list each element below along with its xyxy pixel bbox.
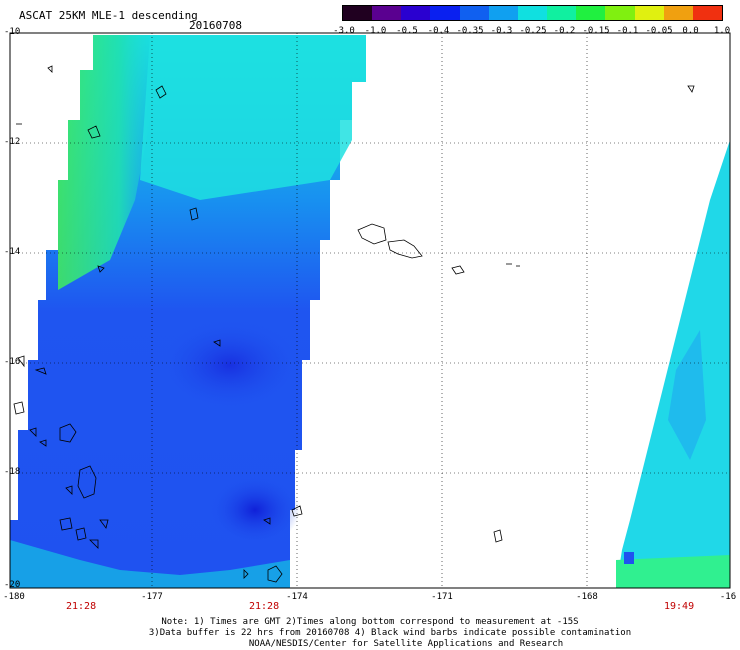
- coastlines: [13, 65, 695, 583]
- colorbar-segment: [430, 6, 460, 20]
- x-tick-label: -180: [3, 592, 25, 602]
- colorbar-tick-label: -0.4: [427, 26, 450, 36]
- colorbar-segment: [372, 6, 402, 20]
- colorbar-tick-label: -1.0: [364, 26, 387, 36]
- product-title: ASCAT 25KM MLE-1 descending: [19, 9, 198, 22]
- colorbar-tick-label: -0.1: [616, 26, 639, 36]
- colorbar-segment: [634, 6, 664, 20]
- time-label: 21:28: [249, 601, 280, 612]
- x-tick-label: -177: [141, 592, 163, 602]
- y-tick-label: -20: [4, 580, 21, 590]
- y-tick-label: -16: [4, 357, 21, 367]
- y-tick-label: -14: [4, 247, 21, 257]
- y-tick-label: -12: [4, 137, 21, 147]
- colorbar-tick-label: -0.3: [490, 26, 513, 36]
- right-swath: [616, 140, 730, 588]
- x-tick-label: -16: [719, 592, 737, 602]
- colorbar-segment: [692, 6, 723, 20]
- note-line-2: 3)Data buffer is 22 hrs from 20160708 4)…: [148, 628, 632, 638]
- colorbar-tick-label: -0.15: [582, 26, 610, 36]
- x-tick-label: -168: [576, 592, 598, 602]
- x-tick-label: -174: [286, 592, 308, 602]
- colorbar-segment: [547, 6, 577, 20]
- colorbar-tick-label: -0.05: [645, 26, 673, 36]
- y-tick-label: -18: [4, 467, 21, 477]
- left-swath: [10, 35, 366, 588]
- colorbar-segment: [343, 6, 373, 20]
- colorbar-segment: [488, 6, 518, 20]
- time-label: 21:28: [66, 601, 97, 612]
- time-label: 19:49: [664, 601, 695, 612]
- product-date: 20160708: [189, 19, 242, 32]
- map-frame: [9, 32, 731, 589]
- colorbar-tick-label: 0.0: [682, 26, 699, 36]
- colorbar-tick-label: -3.0: [333, 26, 355, 36]
- x-tick-label: -171: [431, 592, 453, 602]
- colorbar-segment: [663, 6, 693, 20]
- colorbar: [342, 5, 723, 21]
- colorbar-segment: [605, 6, 635, 20]
- colorbar-tick-label: -0.5: [396, 26, 418, 36]
- colorbar-tick-label: -0.25: [519, 26, 547, 36]
- colorbar-tick-label: 1.0: [713, 26, 731, 36]
- grid-lines: [10, 33, 730, 588]
- note-line-1: Note: 1) Times are GMT 2)Times along bot…: [161, 617, 579, 627]
- colorbar-tick-label: -0.35: [456, 26, 484, 36]
- colorbar-segment: [459, 6, 489, 20]
- colorbar-segment: [576, 6, 606, 20]
- colorbar-segment: [517, 6, 548, 20]
- colorbar-segment: [401, 6, 431, 20]
- note-line-3: NOAA/NESDIS/Center for Satellite Applica…: [248, 639, 564, 649]
- y-tick-label: -10: [4, 27, 21, 37]
- colorbar-tick-label: -0.2: [553, 26, 576, 36]
